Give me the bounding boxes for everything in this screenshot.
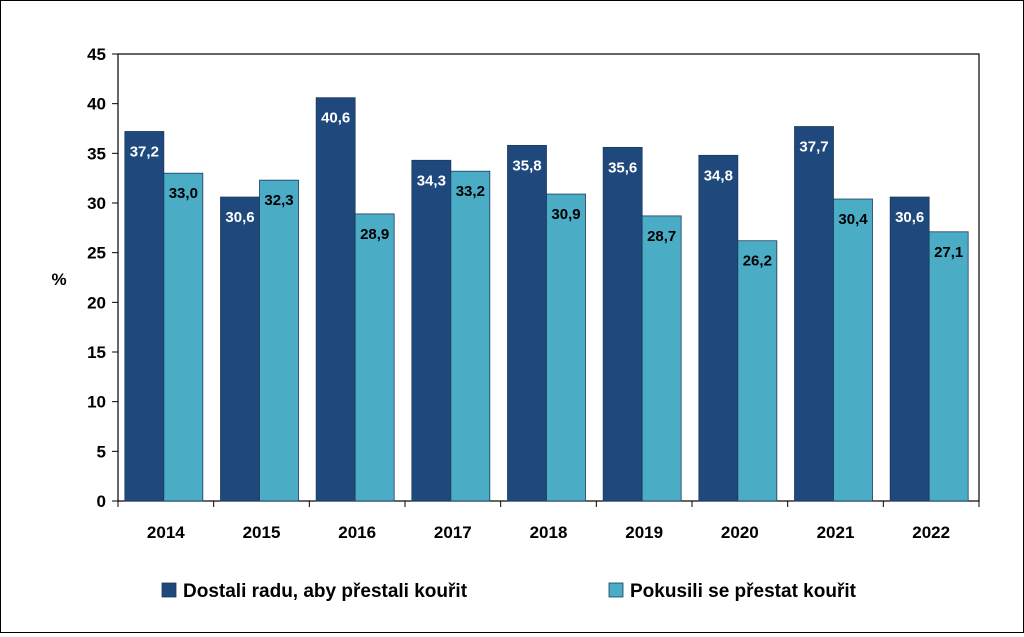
data-label: 37,2 xyxy=(130,143,159,160)
bar-pokusili-se-2020 xyxy=(737,240,778,502)
data-label: 32,3 xyxy=(264,192,293,209)
bar-pokusili-se-2018 xyxy=(546,193,586,502)
y-tick-label: 30 xyxy=(87,194,106,213)
legend-label-dostali-radu: Dostali radu, aby přestali kouřit xyxy=(183,581,468,602)
data-label: 33,2 xyxy=(456,183,485,200)
bar-pokusili-se-2015 xyxy=(259,179,299,502)
y-tick-label: 10 xyxy=(87,393,106,412)
y-tick-label: 25 xyxy=(87,244,106,263)
y-tick-label: 5 xyxy=(97,442,106,461)
data-label: 30,4 xyxy=(838,211,868,228)
bar-dostali-radu-2014 xyxy=(124,131,165,502)
bar-dostali-radu-2022 xyxy=(889,196,930,502)
data-label: 37,7 xyxy=(799,139,828,156)
x-tick-label: 2018 xyxy=(530,523,568,542)
y-tick-label: 40 xyxy=(87,95,106,114)
bar-pokusili-se-2017 xyxy=(450,170,491,502)
x-tick-label: 2014 xyxy=(147,523,185,542)
x-tick-label: 2016 xyxy=(338,523,376,542)
x-tick-label: 2022 xyxy=(912,523,950,542)
data-label: 30,9 xyxy=(551,206,580,223)
data-label: 35,8 xyxy=(512,157,541,174)
y-tick-label: 15 xyxy=(87,343,106,362)
data-label: 26,2 xyxy=(743,253,772,270)
y-axis-label: % xyxy=(51,270,66,289)
bar-dostali-radu-2019 xyxy=(602,146,643,502)
data-label: 35,6 xyxy=(608,159,637,176)
bar-pokusili-se-2014 xyxy=(163,172,204,502)
x-tick-label: 2017 xyxy=(434,523,472,542)
data-label: 34,8 xyxy=(704,167,733,184)
data-label: 28,7 xyxy=(647,228,676,245)
y-tick-label: 0 xyxy=(97,492,106,511)
legend-swatch-dostali-radu xyxy=(161,582,177,598)
bar-dostali-radu-2015 xyxy=(220,196,260,502)
bar-dostali-radu-2021 xyxy=(794,126,834,502)
data-label: 27,1 xyxy=(934,244,963,261)
x-tick-label: 2019 xyxy=(625,523,663,542)
y-tick-label: 45 xyxy=(87,45,106,64)
bar-pokusili-se-2022 xyxy=(928,231,969,502)
data-label: 30,6 xyxy=(895,209,924,226)
x-tick-label: 2015 xyxy=(243,523,281,542)
y-tick-label: 20 xyxy=(87,293,106,312)
x-tick-label: 2021 xyxy=(817,523,855,542)
bar-pokusili-se-2019 xyxy=(641,215,682,502)
bar-dostali-radu-2020 xyxy=(698,154,739,502)
bar-dostali-radu-2017 xyxy=(411,159,452,502)
bar-pokusili-se-2016 xyxy=(354,213,395,502)
plot-area: 0 5 10 15 20 25 30 35 40 45 37,2 33,0 2014 30,6 32,3 20… xyxy=(87,45,980,542)
data-label: 40,6 xyxy=(321,110,350,127)
y-tick-label: 35 xyxy=(87,144,106,163)
bar-dostali-radu-2016 xyxy=(315,97,356,502)
bar-dostali-radu-2018 xyxy=(507,144,547,502)
legend-label-pokusili-se: Pokusili se přestat kouřit xyxy=(630,581,857,602)
x-tick-label: 2020 xyxy=(721,523,759,542)
data-label: 30,6 xyxy=(225,209,254,226)
legend: Dostali radu, aby přestali kouřit Pokusil… xyxy=(161,581,857,602)
legend-swatch-pokusili-se xyxy=(608,582,624,598)
data-label: 28,9 xyxy=(360,226,389,243)
bar-pokusili-se-2021 xyxy=(833,198,873,502)
data-label: 34,3 xyxy=(417,172,446,189)
data-label: 33,0 xyxy=(169,185,198,202)
